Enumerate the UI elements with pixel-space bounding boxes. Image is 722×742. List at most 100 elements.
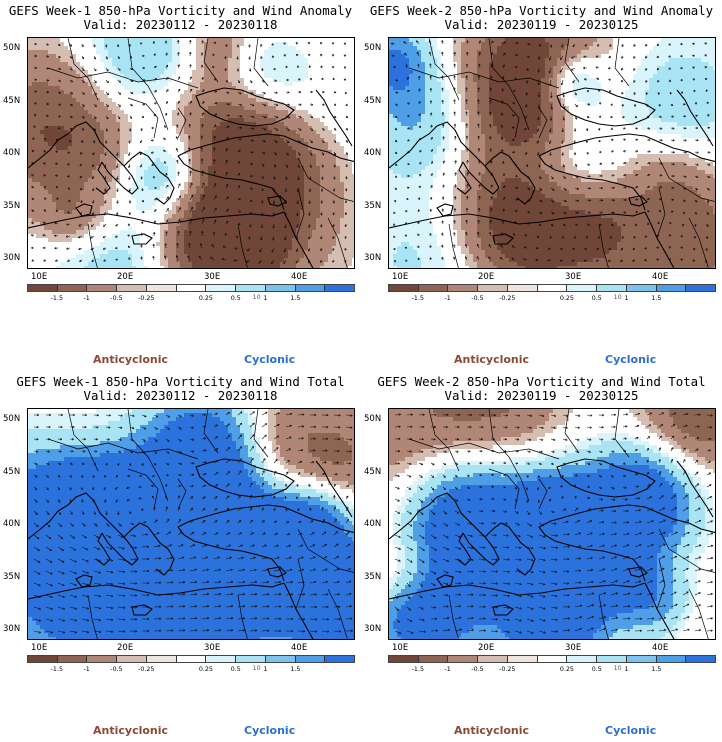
cyclonic-legend: Cyclonic: [244, 724, 295, 737]
colorbar-swatch: [235, 285, 265, 291]
colorbar-label: -0.25: [138, 295, 154, 303]
latitude-label: 40N: [3, 519, 20, 529]
colorbar-label: 0.25: [199, 666, 213, 674]
latitude-label: 45N: [364, 467, 381, 477]
latitude-label: 40N: [3, 148, 20, 158]
longitude-label: 20E: [117, 272, 133, 282]
longitude-label: 40E: [291, 272, 307, 282]
colorbar-swatch: [477, 285, 507, 291]
colorbar-label: 1: [625, 666, 629, 674]
colorbar-swatch: [145, 656, 176, 662]
colorbar-label: 0.5: [231, 295, 241, 303]
colorbar-swatch: [294, 285, 325, 291]
colorbar-label: 0.5: [592, 666, 602, 674]
colorbar-swatch: [566, 285, 597, 291]
panel-title: GEFS Week-2 850-hPa Vorticity and Wind T…: [361, 374, 722, 389]
colorbar-label: -1.5: [51, 666, 63, 674]
colorbar-swatch: [145, 285, 176, 291]
colorbar-label: -1: [83, 295, 89, 303]
vector-scale-label: 10: [614, 294, 622, 302]
latitude-label: 50N: [3, 43, 20, 53]
colorbar-label: 1: [264, 295, 268, 303]
colorbar-swatch: [28, 656, 57, 662]
colorbar-swatch: [264, 285, 295, 291]
latitude-label: 30N: [364, 624, 381, 634]
colorbar-swatch: [235, 656, 265, 662]
longitude-label: 30E: [565, 643, 581, 653]
coastlines: [28, 458, 354, 639]
coastlines: [389, 458, 715, 639]
anticyclonic-legend: Anticyclonic: [93, 724, 168, 737]
colorbar-swatch: [175, 285, 206, 291]
colorbar: [27, 655, 355, 663]
colorbar-label: -1.5: [412, 295, 424, 303]
colorbar-swatch: [685, 656, 716, 662]
latitude-label: 40N: [364, 519, 381, 529]
colorbar: [388, 284, 716, 292]
cyclonic-legend: Cyclonic: [605, 353, 656, 366]
latitude-label: 40N: [364, 148, 381, 158]
colorbar: [27, 284, 355, 292]
longitude-label: 10E: [31, 643, 47, 653]
colorbar-swatch: [625, 285, 656, 291]
colorbar-swatch: [264, 656, 295, 662]
wind-vectors: [33, 411, 353, 634]
colorbar-swatch: [685, 285, 716, 291]
colorbar-label: 0.5: [592, 295, 602, 303]
colorbar-label: -1.5: [51, 295, 63, 303]
latitude-label: 45N: [364, 96, 381, 106]
colorbar-swatch: [655, 656, 686, 662]
vector-scale-label: 10: [253, 294, 261, 302]
colorbar-swatch: [417, 285, 448, 291]
colorbar-label: -0.25: [499, 666, 515, 674]
colorbar-swatch: [389, 285, 418, 291]
vorticity-shading: [389, 38, 715, 268]
longitude-label: 40E: [652, 272, 668, 282]
vector-scale-label: 10: [614, 665, 622, 673]
longitude-label: 10E: [392, 272, 408, 282]
colorbar-swatch: [324, 656, 355, 662]
map-svg: [28, 38, 354, 268]
anticyclonic-legend: Anticyclonic: [93, 353, 168, 366]
colorbar-label: 1: [264, 666, 268, 674]
panel-week2-anomaly: GEFS Week-2 850-hPa Vorticity and Wind A…: [361, 0, 722, 371]
colorbar-label: 0.25: [199, 295, 213, 303]
colorbar-label: -0.5: [110, 666, 122, 674]
vorticity-map: [388, 408, 716, 640]
colorbar: [388, 655, 716, 663]
colorbar-label: 1: [625, 295, 629, 303]
vector-scale-label: 10: [253, 665, 261, 673]
colorbar-swatch: [294, 656, 325, 662]
longitude-label: 30E: [204, 643, 220, 653]
longitude-label: 20E: [117, 643, 133, 653]
panel-title: GEFS Week-1 850-hPa Vorticity and Wind A…: [0, 3, 361, 18]
panel-week1-anomaly: GEFS Week-1 850-hPa Vorticity and Wind A…: [0, 0, 361, 371]
latitude-label: 50N: [364, 43, 381, 53]
colorbar-label: 1.5: [290, 295, 300, 303]
vorticity-map: [27, 408, 355, 640]
panel-valid-dates: Valid: 20230119 - 20230125: [361, 388, 722, 403]
colorbar-label: -0.5: [471, 666, 483, 674]
latitude-label: 35N: [3, 572, 20, 582]
cyclonic-legend: Cyclonic: [605, 724, 656, 737]
country-borders: [47, 409, 354, 639]
map-svg: [28, 409, 354, 639]
latitude-label: 35N: [364, 201, 381, 211]
colorbar-swatch: [86, 285, 117, 291]
colorbar-swatch: [417, 656, 448, 662]
panel-title: GEFS Week-1 850-hPa Vorticity and Wind T…: [0, 374, 361, 389]
colorbar-swatch: [116, 285, 146, 291]
wind-vectors: [390, 40, 711, 263]
longitude-label: 10E: [392, 643, 408, 653]
colorbar-swatch: [596, 285, 626, 291]
colorbar-label: -0.25: [499, 295, 515, 303]
colorbar-label: -1: [444, 295, 450, 303]
colorbar-swatch: [389, 656, 418, 662]
map-svg: [389, 409, 715, 639]
colorbar-swatch: [447, 285, 478, 291]
vorticity-map: [27, 37, 355, 269]
colorbar-label: 0.25: [560, 666, 574, 674]
colorbar-swatch: [56, 656, 87, 662]
colorbar-swatch: [625, 656, 656, 662]
panel-valid-dates: Valid: 20230119 - 20230125: [361, 17, 722, 32]
